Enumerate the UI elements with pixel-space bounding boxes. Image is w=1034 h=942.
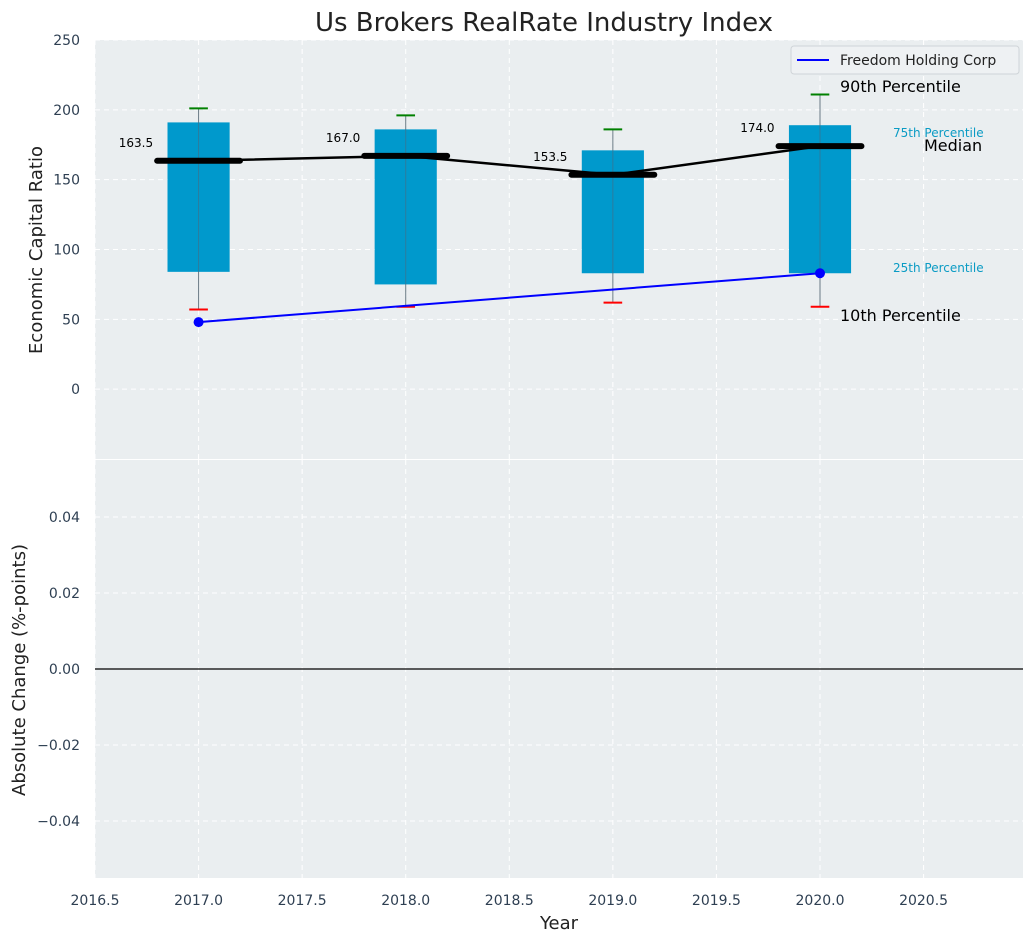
top-y-axis-label: Economic Capital Ratio — [26, 146, 47, 354]
legend: Freedom Holding Corp — [790, 45, 1020, 75]
median-value-label: 167.0 — [326, 131, 360, 145]
x-tick-label: 2018.0 — [381, 893, 430, 909]
bottom-y-axis-label: Absolute Change (%-points) — [9, 544, 30, 796]
x-axis-label: Year — [539, 913, 579, 934]
x-tick-label: 2019.0 — [588, 893, 637, 909]
top-y-tick-label: 250 — [53, 33, 80, 49]
x-tick-label: 2017.5 — [278, 893, 327, 909]
top-y-tick-label: 0 — [71, 382, 80, 398]
top-y-tick-label: 150 — [53, 173, 80, 189]
median-value-label: 174.0 — [740, 121, 774, 135]
x-tick-label: 2018.5 — [485, 893, 534, 909]
legend-box — [790, 45, 1020, 75]
x-tick-label: 2016.5 — [71, 893, 120, 909]
p90-annotation: 90th Percentile — [840, 77, 961, 96]
company-point — [815, 268, 825, 279]
p10-annotation: 10th Percentile — [840, 306, 961, 325]
bottom-y-tick-label: −0.02 — [37, 738, 80, 754]
p25-annotation: 25th Percentile — [893, 261, 984, 275]
p75-annotation: 75th Percentile — [893, 126, 984, 140]
top-y-tick-label: 50 — [62, 312, 80, 328]
percentile-annotations: 90th Percentile 75th Percentile Median 2… — [840, 77, 984, 325]
bottom-y-tick-label: −0.04 — [37, 814, 80, 830]
legend-label-company: Freedom Holding Corp — [840, 53, 996, 69]
bottom-y-tick-label: 0.02 — [49, 586, 80, 602]
top-y-tick-label: 100 — [53, 243, 80, 259]
chart-marks: 163.5 167.0 153.5 174.0 — [95, 93, 1023, 670]
median-value-label: 163.5 — [119, 136, 153, 150]
chart-title: Us Brokers RealRate Industry Index — [315, 8, 773, 38]
median-trend-line — [198, 144, 821, 177]
x-tick-label: 2020.5 — [899, 893, 948, 909]
x-tick-label: 2019.5 — [692, 893, 741, 909]
x-tick-label: 2020.0 — [796, 893, 845, 909]
top-y-tick-label: 200 — [53, 103, 80, 119]
bottom-y-tick-label: 0.00 — [49, 662, 80, 678]
bottom-y-tick-label: 0.04 — [49, 510, 80, 526]
company-point — [193, 317, 204, 328]
median-value-label: 153.5 — [533, 150, 567, 164]
tick-labels: 2016.5 2017.0 2017.5 2018.0 2018.5 2019.0 2019… — [37, 33, 948, 909]
x-tick-label: 2017.0 — [174, 893, 223, 909]
company-line — [198, 272, 821, 324]
median-annotation: Median — [924, 136, 982, 155]
